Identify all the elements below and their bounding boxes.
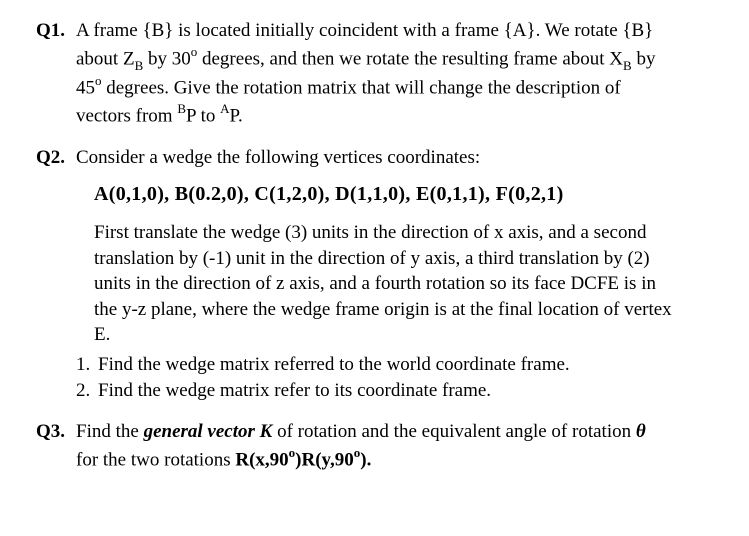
q2-list: 1.Find the wedge matrix referred to the … (36, 352, 713, 403)
q3-rot2: )R(y,90 (295, 449, 354, 470)
q3-b: of rotation and the equivalent angle of … (272, 421, 636, 442)
q2-intro: Consider a wedge the following vertices … (76, 145, 713, 171)
q1-sub-zb: B (135, 58, 144, 73)
q2-li2-text: Find the wedge matrix refer to its coord… (98, 380, 491, 401)
q2-para: First translate the wedge (3) units in t… (36, 220, 713, 348)
q2-row: Q2. Consider a wedge the following verti… (36, 145, 713, 171)
q3-generalvector: general vector K (144, 421, 273, 442)
q2-p2: translation by (-1) unit in the directio… (94, 248, 650, 269)
q1-deg2: o (95, 73, 102, 88)
q3-rot1: R(x,90 (235, 449, 288, 470)
q2-p1: First translate the wedge (3) units in t… (94, 222, 646, 243)
q1-line2a: about Z (76, 48, 135, 69)
q2-item-1: 1.Find the wedge matrix referred to the … (76, 352, 713, 378)
q1-body: A frame {B} is located initially coincid… (76, 18, 713, 129)
q2-li1-num: 1. (76, 352, 98, 378)
q1-line3a: 45 (76, 78, 95, 99)
q3-body: Find the general vector K of rotation an… (76, 419, 713, 473)
q1-line1: A frame {B} is located initially coincid… (76, 20, 653, 41)
question-3: Q3. Find the general vector K of rotatio… (36, 419, 713, 473)
q3-rot3: ). (360, 449, 371, 470)
q1-row: Q1. A frame {B} is located initially coi… (36, 18, 713, 129)
q1-sup-a: A (220, 101, 229, 116)
q3-deg1: o (289, 445, 296, 460)
q1-line3b: degrees. Give the rotation matrix that w… (102, 78, 621, 99)
question-2: Q2. Consider a wedge the following verti… (36, 145, 713, 403)
q2-p5: E. (94, 324, 110, 345)
q2-p4: the y-z plane, where the wedge frame ori… (94, 299, 672, 320)
q3-label: Q3. (36, 419, 76, 473)
q2-li1-text: Find the wedge matrix referred to the wo… (98, 354, 570, 375)
q2-p3: units in the direction of z axis, and a … (94, 273, 656, 294)
q2-item-2: 2.Find the wedge matrix refer to its coo… (76, 378, 713, 404)
question-1: Q1. A frame {B} is located initially coi… (36, 18, 713, 129)
q2-label: Q2. (36, 145, 76, 171)
q1-line4b: P to (186, 106, 220, 127)
q3-deg2: o (354, 445, 361, 460)
q3-c: for the two rotations (76, 449, 235, 470)
q2-li2-num: 2. (76, 378, 98, 404)
q1-sub-xb: B (623, 58, 632, 73)
q1-label: Q1. (36, 18, 76, 129)
q1-line4c: P. (230, 106, 243, 127)
q1-line2c: degrees, and then we rotate the resultin… (197, 48, 623, 69)
q1-deg1: o (191, 44, 198, 59)
q3-theta: θ (636, 421, 646, 442)
q2-vertices: A(0,1,0), B(0.2,0), C(1,2,0), D(1,1,0), … (36, 181, 713, 208)
q1-sup-b: B (177, 101, 186, 116)
q3-a: Find the (76, 421, 144, 442)
q1-line2b: by 30 (143, 48, 191, 69)
q1-line2d: by (632, 48, 656, 69)
q1-line4a: vectors from (76, 106, 177, 127)
q3-row: Q3. Find the general vector K of rotatio… (36, 419, 713, 473)
